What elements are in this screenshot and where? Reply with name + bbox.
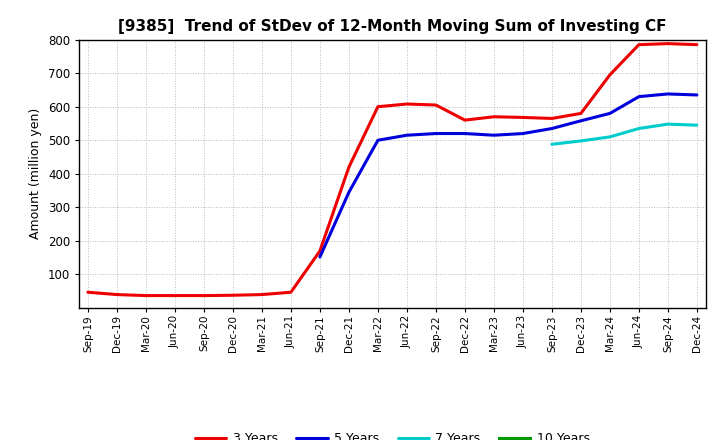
7 Years — [577, 138, 585, 143]
5 Years — [518, 131, 527, 136]
5 Years — [693, 92, 701, 98]
5 Years — [548, 126, 557, 131]
Line: 5 Years: 5 Years — [320, 94, 697, 257]
3 Years — [171, 293, 179, 298]
3 Years — [228, 293, 237, 298]
3 Years — [461, 117, 469, 123]
3 Years — [142, 293, 150, 298]
7 Years — [548, 142, 557, 147]
5 Years — [577, 118, 585, 124]
5 Years — [345, 190, 354, 195]
5 Years — [461, 131, 469, 136]
3 Years — [374, 104, 382, 109]
3 Years — [199, 293, 208, 298]
Line: 7 Years: 7 Years — [552, 124, 697, 144]
7 Years — [664, 121, 672, 127]
3 Years — [518, 115, 527, 120]
7 Years — [634, 126, 643, 131]
5 Years — [664, 92, 672, 97]
Y-axis label: Amount (million yen): Amount (million yen) — [30, 108, 42, 239]
5 Years — [431, 131, 440, 136]
7 Years — [606, 134, 614, 139]
3 Years — [606, 72, 614, 77]
Title: [9385]  Trend of StDev of 12-Month Moving Sum of Investing CF: [9385] Trend of StDev of 12-Month Moving… — [118, 19, 667, 34]
Line: 3 Years: 3 Years — [88, 44, 697, 296]
5 Years — [634, 94, 643, 99]
5 Years — [490, 132, 498, 138]
5 Years — [402, 132, 411, 138]
3 Years — [693, 42, 701, 47]
3 Years — [548, 116, 557, 121]
3 Years — [258, 292, 266, 297]
3 Years — [287, 290, 295, 295]
3 Years — [577, 111, 585, 116]
Legend: 3 Years, 5 Years, 7 Years, 10 Years: 3 Years, 5 Years, 7 Years, 10 Years — [190, 427, 595, 440]
3 Years — [490, 114, 498, 119]
5 Years — [374, 138, 382, 143]
3 Years — [345, 165, 354, 170]
3 Years — [112, 292, 121, 297]
5 Years — [315, 254, 324, 260]
3 Years — [431, 103, 440, 108]
5 Years — [606, 111, 614, 116]
7 Years — [693, 122, 701, 128]
3 Years — [84, 290, 92, 295]
3 Years — [315, 248, 324, 253]
3 Years — [634, 42, 643, 47]
3 Years — [664, 41, 672, 46]
3 Years — [402, 101, 411, 106]
